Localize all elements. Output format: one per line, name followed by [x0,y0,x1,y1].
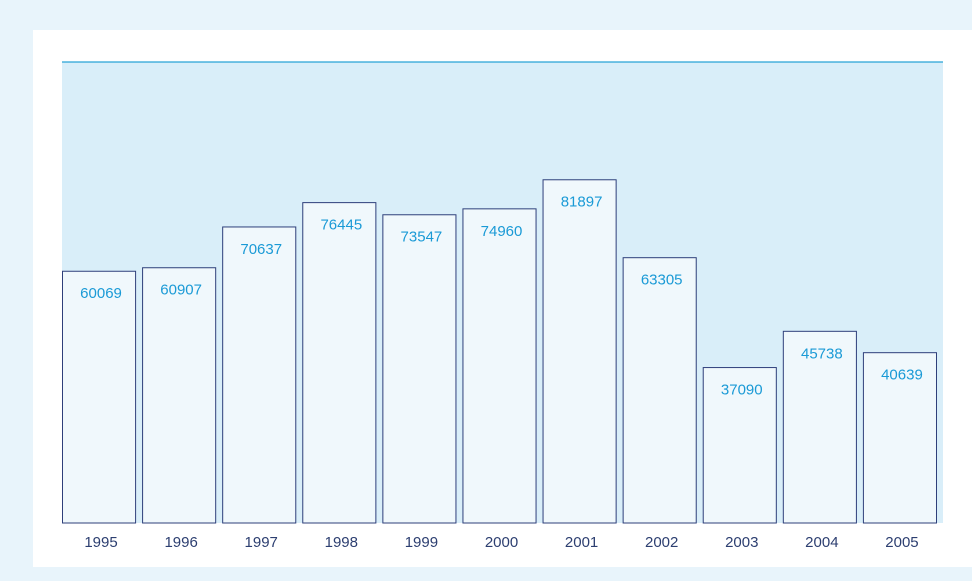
x-tick-label: 1998 [325,534,358,551]
x-tick-label: 1995 [84,534,117,551]
x-tick-label: 2004 [805,534,838,551]
value-label: 40639 [881,367,923,384]
x-tick-label: 1997 [245,534,278,551]
value-label: 73547 [401,229,443,246]
x-tick-label: 1999 [405,534,438,551]
value-label: 60069 [80,285,122,302]
bar [542,179,617,524]
value-label: 63305 [641,272,683,289]
value-label: 74960 [481,223,523,240]
value-label: 81897 [561,194,603,211]
x-tick-label: 2000 [485,534,518,551]
bar [62,270,137,524]
value-label: 45738 [801,345,843,362]
bar [702,367,777,524]
value-label: 37090 [721,382,763,399]
bar [782,330,857,524]
value-label: 76445 [320,217,362,234]
bar [302,202,377,524]
value-label: 60907 [160,282,202,299]
bar [622,257,697,524]
bar [382,214,457,524]
x-tick-label: 2001 [565,534,598,551]
x-tick-label: 2003 [725,534,758,551]
bar [462,208,537,524]
x-tick-label: 1996 [164,534,197,551]
bar [862,352,938,524]
value-label: 70637 [240,241,282,258]
bar [222,226,297,524]
bar [142,267,217,524]
x-tick-label: 2002 [645,534,678,551]
x-tick-label: 2005 [885,534,918,551]
